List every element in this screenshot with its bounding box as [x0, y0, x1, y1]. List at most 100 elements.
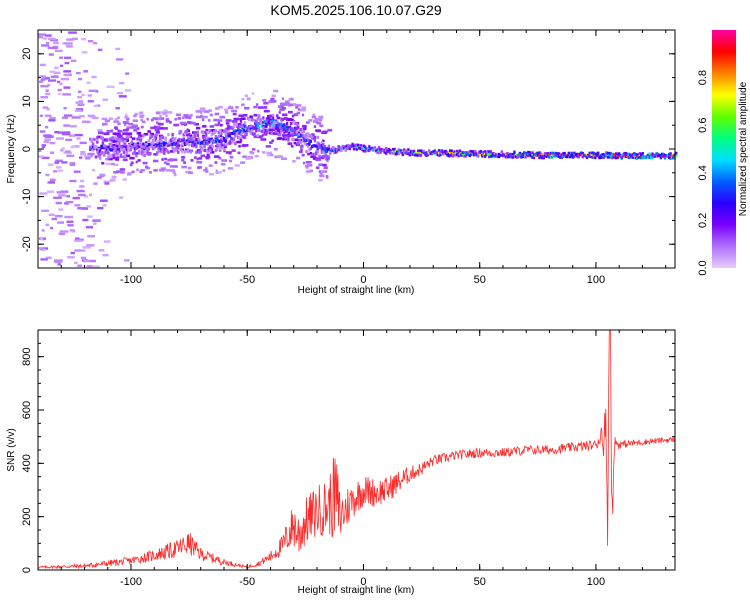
spectrogram-cell	[206, 149, 209, 153]
spectrogram-cell	[284, 116, 287, 121]
colorbar-tick-label: 0.4	[697, 165, 709, 180]
spectrogram-cell	[550, 155, 554, 159]
spectrogram-cell	[39, 130, 46, 133]
spectrogram-cell	[283, 127, 286, 131]
spectrogram-cell	[235, 123, 239, 127]
spectrogram-cell	[164, 161, 167, 165]
spectrogram-cell	[405, 150, 409, 154]
spectrogram-cell	[47, 46, 54, 50]
spectrogram-cell	[568, 155, 572, 159]
spectrogram-cell	[224, 108, 229, 112]
spectrogram-cell	[49, 141, 56, 145]
spectrogram-cell	[158, 117, 165, 120]
spectrogram-cell	[117, 129, 123, 133]
spectrogram-cell	[481, 154, 484, 157]
spectrogram-cell	[377, 148, 381, 152]
spectrogram-cell	[54, 260, 63, 264]
spectrogram-cell	[86, 264, 94, 268]
spectrogram-cell	[185, 129, 188, 134]
spectrogram-cell	[306, 132, 310, 136]
spectrogram-cell	[345, 144, 349, 148]
spectrogram-cell	[150, 134, 153, 138]
spectrogram-cell	[68, 31, 77, 34]
spectrogram-cell	[235, 132, 239, 136]
spectrogram-cell	[244, 106, 250, 110]
spectrogram-cell	[407, 152, 410, 156]
spectrogram-cell	[139, 111, 144, 115]
spectrogram-cell	[573, 151, 576, 155]
spectrogram-cell	[619, 155, 622, 159]
spectrogram-cell	[263, 125, 268, 128]
spectrogram-cell	[210, 143, 213, 147]
spectrogram-cell	[605, 153, 608, 157]
spectrogram-cell	[102, 123, 105, 126]
spectrogram-cell	[418, 151, 421, 155]
spectrogram-cell	[61, 147, 66, 150]
spectrogram-cell	[87, 40, 94, 43]
spectrogram-cell	[285, 121, 289, 126]
spectrogram-cell	[144, 165, 149, 169]
spectrogram-cell	[83, 259, 90, 263]
spectrogram-cell	[326, 146, 329, 151]
spectrogram-cell	[66, 195, 71, 198]
spectrogram-cell	[150, 118, 154, 122]
spectrogram-cell	[173, 123, 180, 127]
spectrogram-cell	[359, 147, 363, 151]
spectrogram-cell	[40, 78, 46, 81]
spectrogram-cell	[257, 114, 261, 118]
spectrogram-cell	[260, 135, 263, 138]
spectrogram-cell	[52, 41, 60, 45]
spectrogram-cell	[154, 144, 158, 148]
spectrogram-cell	[195, 138, 198, 142]
spectrogram-cell	[347, 144, 350, 147]
spectrogram-cell	[126, 146, 130, 150]
spectrogram-cell	[638, 154, 642, 157]
spectrogram-cell	[117, 138, 120, 143]
spectrogram-cell	[363, 149, 367, 153]
spectrogram-cell	[472, 151, 476, 155]
spectrogram-cell	[655, 152, 658, 156]
spectrogram-cell	[54, 49, 63, 53]
spectrogram-cell	[273, 126, 276, 130]
spectrogram-cell	[531, 153, 534, 156]
spectrogram-cell	[538, 156, 541, 160]
spectrogram-cell	[259, 121, 262, 125]
spectrogram-cell	[255, 119, 258, 124]
spectrogram-cell	[160, 135, 163, 139]
spectrogram-cell	[65, 138, 73, 142]
spectrogram-cell	[149, 136, 152, 140]
spectrogram-cell	[225, 127, 229, 131]
spectrogram-cell	[580, 153, 583, 156]
spectrogram-cell	[409, 150, 413, 154]
spectrogram-cell	[306, 121, 310, 124]
spectrogram-cell	[581, 155, 584, 159]
spectrogram-cell	[529, 153, 533, 156]
y-tick-label: -10	[21, 189, 33, 205]
spectrogram-cell	[416, 149, 420, 153]
spectrogram-cell	[205, 156, 209, 159]
spectrogram-cell	[210, 151, 215, 154]
spectrogram-cell	[274, 124, 278, 128]
spectrogram-cell	[400, 151, 403, 154]
spectrogram-cell	[136, 168, 139, 172]
spectrogram-cell	[305, 170, 312, 173]
spectrogram-cell	[444, 152, 448, 156]
spectrogram-cell	[310, 135, 314, 139]
spectrogram-cell	[87, 215, 93, 218]
spectrogram-cell	[157, 122, 161, 126]
spectrogram-cell	[260, 124, 264, 128]
spectrogram-cell	[135, 152, 139, 155]
spectrogram-cell	[528, 153, 531, 157]
spectrogram-cell	[235, 129, 239, 133]
spectrogram-cell	[419, 149, 423, 152]
spectrogram-cell	[337, 146, 340, 150]
spectrogram-cell	[124, 139, 127, 144]
spectrogram-cell	[244, 94, 248, 98]
spectrogram-cell	[281, 157, 287, 161]
spectrogram-cell	[393, 148, 396, 151]
spectrogram-cell	[341, 147, 345, 151]
spectrogram-cell	[323, 166, 328, 170]
spectrogram-cell	[500, 154, 504, 157]
spectrogram-cell	[63, 70, 72, 73]
spectrogram-cell	[439, 153, 442, 157]
